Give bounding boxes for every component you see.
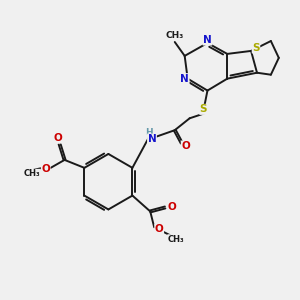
Text: O: O xyxy=(168,202,176,212)
Text: CH₃: CH₃ xyxy=(168,235,184,244)
Text: O: O xyxy=(41,164,50,174)
Text: H: H xyxy=(145,128,153,137)
Text: N: N xyxy=(180,74,189,84)
Text: S: S xyxy=(200,104,207,114)
Text: CH₃: CH₃ xyxy=(23,169,40,178)
Text: S: S xyxy=(252,43,260,53)
Text: N: N xyxy=(203,35,212,45)
Text: O: O xyxy=(181,141,190,151)
Text: O: O xyxy=(53,133,62,143)
Text: O: O xyxy=(155,224,164,234)
Text: N: N xyxy=(148,134,156,144)
Text: CH₃: CH₃ xyxy=(166,31,184,40)
